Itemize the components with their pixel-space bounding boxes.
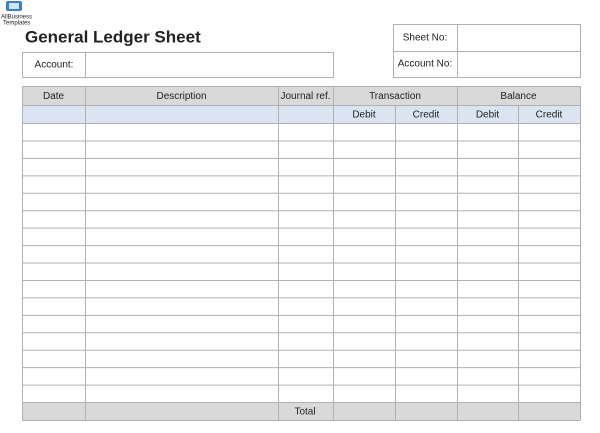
subcolumn-header: Debit: [476, 110, 500, 121]
logo-text: AllBusiness: [1, 15, 32, 21]
logo: AllBusiness Templates: [1, 1, 32, 27]
subcolumn-header: Credit: [536, 110, 563, 121]
column-header: Date: [43, 91, 65, 102]
subcolumn-header: Debit: [352, 110, 376, 121]
column-header: Journal ref.: [280, 91, 330, 102]
column-header: Description: [156, 91, 206, 102]
logo-text: Templates: [3, 21, 30, 27]
account-label: Account:: [35, 60, 74, 71]
logo-icon-screen: [9, 3, 19, 9]
column-header: Balance: [500, 91, 537, 102]
subcolumn-header: Credit: [413, 110, 440, 121]
account-box: [22, 52, 334, 78]
total-row: [22, 402, 580, 420]
page-title: General Ledger Sheet: [25, 27, 201, 46]
column-header: Transaction: [369, 91, 421, 102]
subheader-row: [22, 105, 580, 123]
total-label: Total: [294, 407, 315, 418]
account-no-label: Account No:: [398, 59, 452, 70]
sheet-no-label: Sheet No:: [403, 33, 447, 44]
ledger-table: Date Description Journal ref. Transaction Ba…: [22, 86, 581, 421]
header-row: [22, 86, 580, 105]
